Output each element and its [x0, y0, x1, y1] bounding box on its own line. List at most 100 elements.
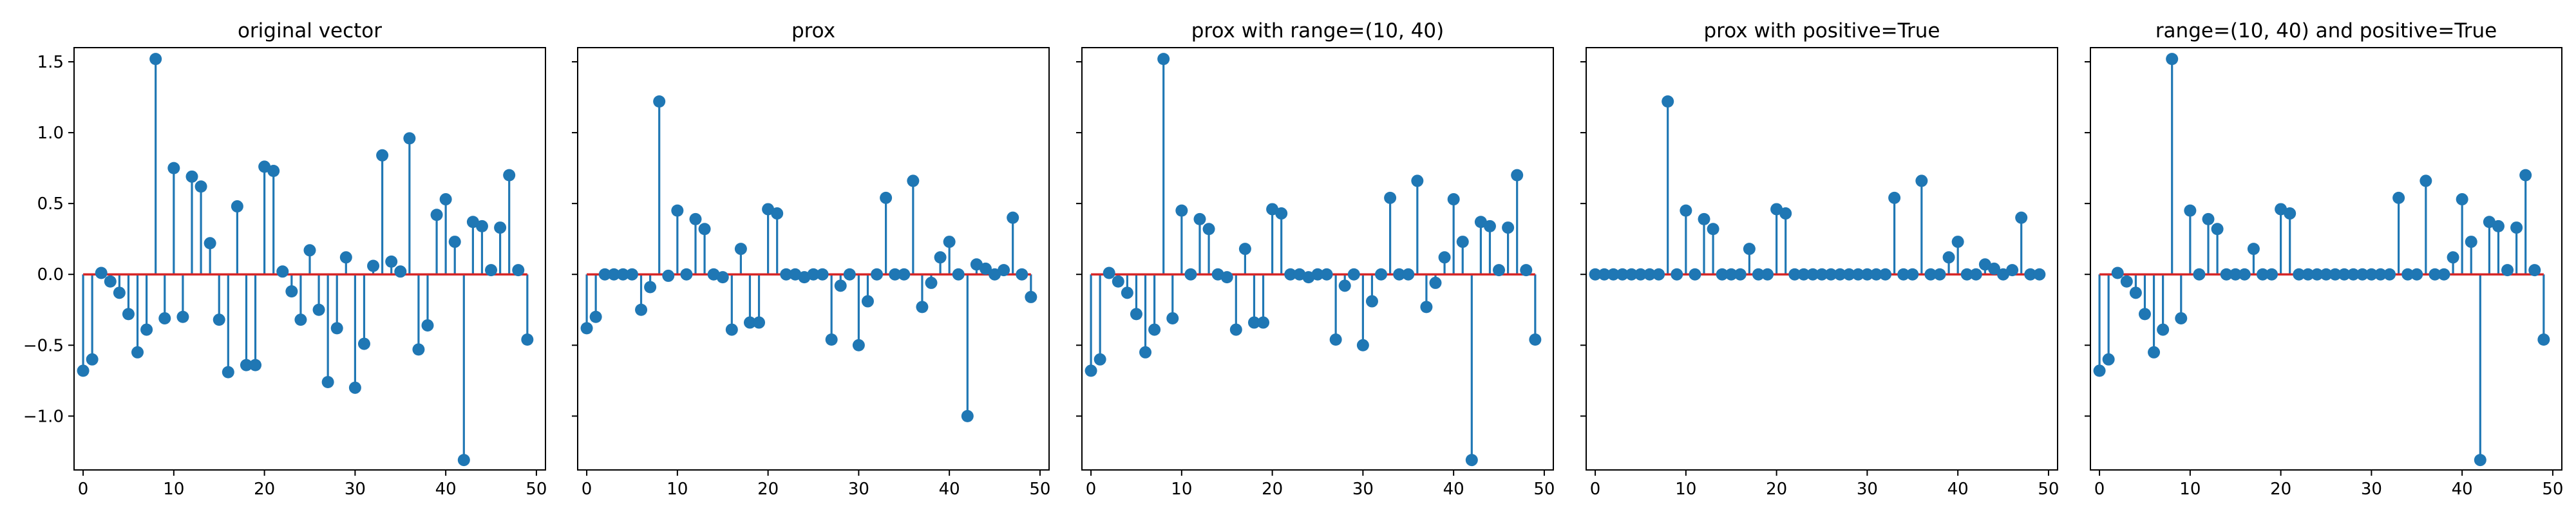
stem-marker [1978, 258, 1991, 271]
panel-title: prox [791, 19, 835, 42]
stem-marker [1365, 295, 1378, 308]
stem-marker [131, 346, 144, 359]
stem-marker [961, 409, 974, 422]
stem-marker [512, 264, 525, 277]
stem-marker [871, 268, 884, 281]
stem-marker [1797, 268, 1810, 281]
x-tick-label: 0 [2094, 480, 2105, 499]
stem-marker [1184, 268, 1197, 281]
stem-marker [2474, 454, 2486, 467]
stem-marker [780, 268, 793, 281]
stem-marker [1483, 220, 1496, 232]
stem-marker [2202, 212, 2215, 225]
stem-marker [970, 258, 983, 271]
x-tick-label: 40 [2452, 480, 2473, 499]
stem-marker [2483, 216, 2496, 229]
stem-marker [2410, 268, 2423, 281]
panel-1: original vector −1.0 −0.5 0.0 0.5 1.0 1.5 0 10 20… [23, 19, 547, 499]
stem-marker [357, 337, 370, 350]
stem-marker [2456, 193, 2468, 206]
stem-marker [376, 149, 389, 162]
stem-marker [1275, 207, 1288, 220]
stem-marker [2302, 268, 2315, 281]
stem-marker [1870, 268, 1882, 281]
stem-marker [285, 285, 298, 298]
stem-marker [1393, 268, 1406, 281]
stem-marker [330, 322, 343, 335]
stem-marker [231, 200, 243, 213]
x-tick-label: 30 [2361, 480, 2382, 499]
panel-title: range=(10, 40) and positive=True [2155, 19, 2497, 42]
stem-marker [2024, 268, 2037, 281]
stem-marker [2311, 268, 2324, 281]
stem-marker [1770, 203, 1783, 216]
stem-marker [267, 165, 280, 178]
x-tick-label: 30 [1352, 480, 1374, 499]
stem-marker [1589, 268, 1602, 281]
stem-marker [1734, 268, 1747, 281]
stem-marker [1456, 236, 1469, 248]
stem-marker [475, 220, 488, 232]
stem-marker [2129, 286, 2142, 299]
stem-marker [2420, 174, 2432, 187]
stem-marker [303, 244, 316, 257]
stem-marker [2347, 268, 2360, 281]
stem-marker [2356, 268, 2369, 281]
x-tick-label: 10 [1675, 480, 1696, 499]
stem-marker [1707, 223, 1719, 236]
stem-marker [1752, 268, 1765, 281]
stem-marker [430, 209, 443, 221]
stem-marker [1761, 268, 1774, 281]
stem-marker [249, 359, 262, 371]
stem-marker [2193, 268, 2206, 281]
stem-marker [898, 268, 911, 281]
stem-marker [2438, 268, 2450, 281]
stem-marker [644, 281, 657, 294]
stem-marker [1969, 268, 1982, 281]
stem-marker [762, 203, 775, 216]
stem-marker [1402, 268, 1415, 281]
stem-marker [1429, 276, 1442, 289]
stem-marker [825, 333, 838, 346]
stem-marker [1511, 169, 1524, 182]
stem-marker [2138, 308, 2151, 321]
stem-marker [2157, 323, 2170, 336]
stem-marker [167, 162, 180, 174]
stem-marker [1465, 454, 1478, 467]
stem-marker [1220, 271, 1233, 284]
stem-marker [943, 236, 956, 248]
stem-marker [1779, 207, 1792, 220]
stem-marker [1502, 221, 1515, 234]
stem-marker [725, 323, 738, 336]
axes-frame [73, 47, 546, 471]
stem-marker [77, 364, 90, 377]
stem-marker [771, 207, 784, 220]
stem-marker [2492, 220, 2505, 232]
stem-marker [1238, 243, 1251, 256]
stem-marker [1725, 268, 1738, 281]
stem-marker [1202, 223, 1215, 236]
stem-marker [2275, 203, 2287, 216]
stem-marker [2166, 53, 2179, 66]
stem-marker [1680, 204, 1692, 217]
stem-marker [625, 268, 638, 281]
stem-marker [1933, 268, 1946, 281]
stem-marker [2537, 333, 2550, 346]
y-tick-label: 1.5 [37, 53, 64, 72]
stem-marker [734, 243, 747, 256]
stem-marker [2102, 353, 2115, 366]
stem-marker [580, 322, 593, 335]
x-tick-label: 10 [2179, 480, 2201, 499]
stem-marker [2338, 268, 2351, 281]
stem-marker [1157, 53, 1170, 66]
stem-marker [843, 268, 856, 281]
stem-marker [2329, 268, 2342, 281]
stem-marker [1016, 268, 1028, 281]
x-tick-label: 40 [435, 480, 457, 499]
stem-marker [86, 353, 99, 366]
stem-marker [1320, 268, 1333, 281]
stem-marker [339, 251, 352, 264]
stem-marker [348, 381, 361, 394]
stem-marker [807, 268, 820, 281]
stem-marker [662, 269, 675, 282]
